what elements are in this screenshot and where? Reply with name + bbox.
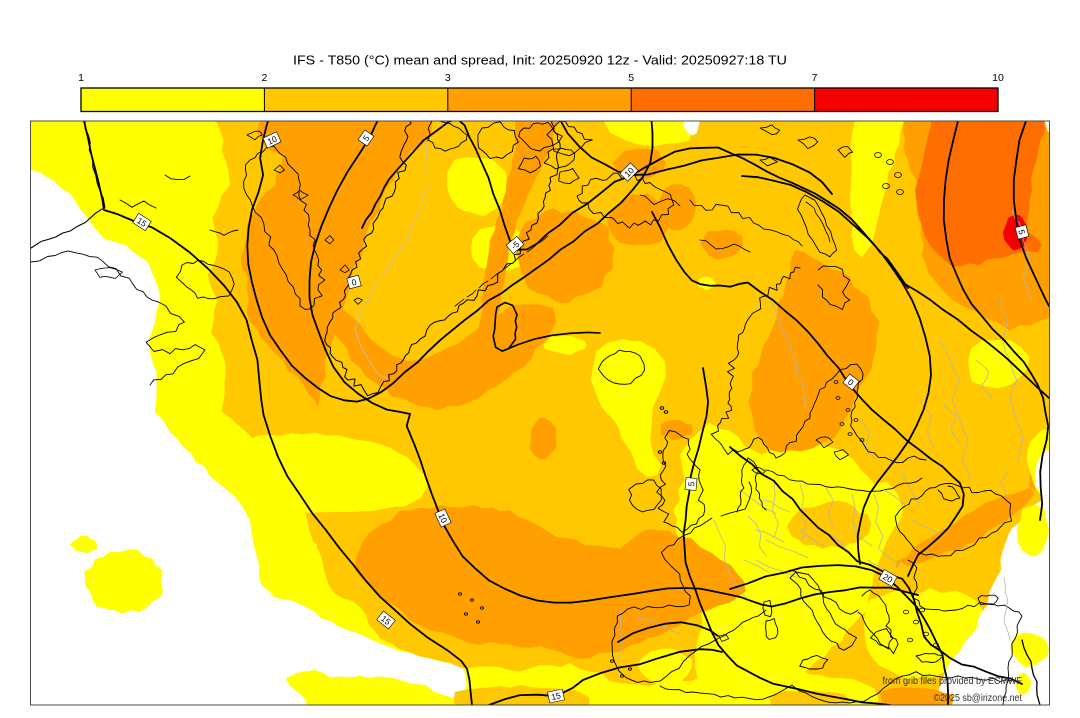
svg-text:0: 0 [846,377,856,388]
svg-text:IFS - T850 (°C) mean and sprea: IFS - T850 (°C) mean and spread, Init: 2… [293,53,787,68]
svg-text:5: 5 [361,133,372,143]
svg-text:10: 10 [436,512,449,525]
svg-text:10: 10 [266,134,279,147]
svg-text:from grib files provided by EC: from grib files provided by ECMWF [883,676,1023,687]
svg-text:7: 7 [812,72,818,84]
svg-text:©2025 sb@irizone.net: ©2025 sb@irizone.net [934,693,1023,704]
svg-text:10: 10 [992,72,1004,84]
svg-text:5: 5 [1016,228,1027,235]
svg-text:3: 3 [445,72,451,84]
svg-text:2: 2 [261,72,267,84]
svg-text:15: 15 [550,690,562,702]
svg-text:1: 1 [78,72,84,84]
svg-text:5: 5 [686,481,696,487]
svg-text:5: 5 [628,72,634,84]
svg-text:20: 20 [881,571,894,585]
svg-text:0: 0 [350,277,357,288]
